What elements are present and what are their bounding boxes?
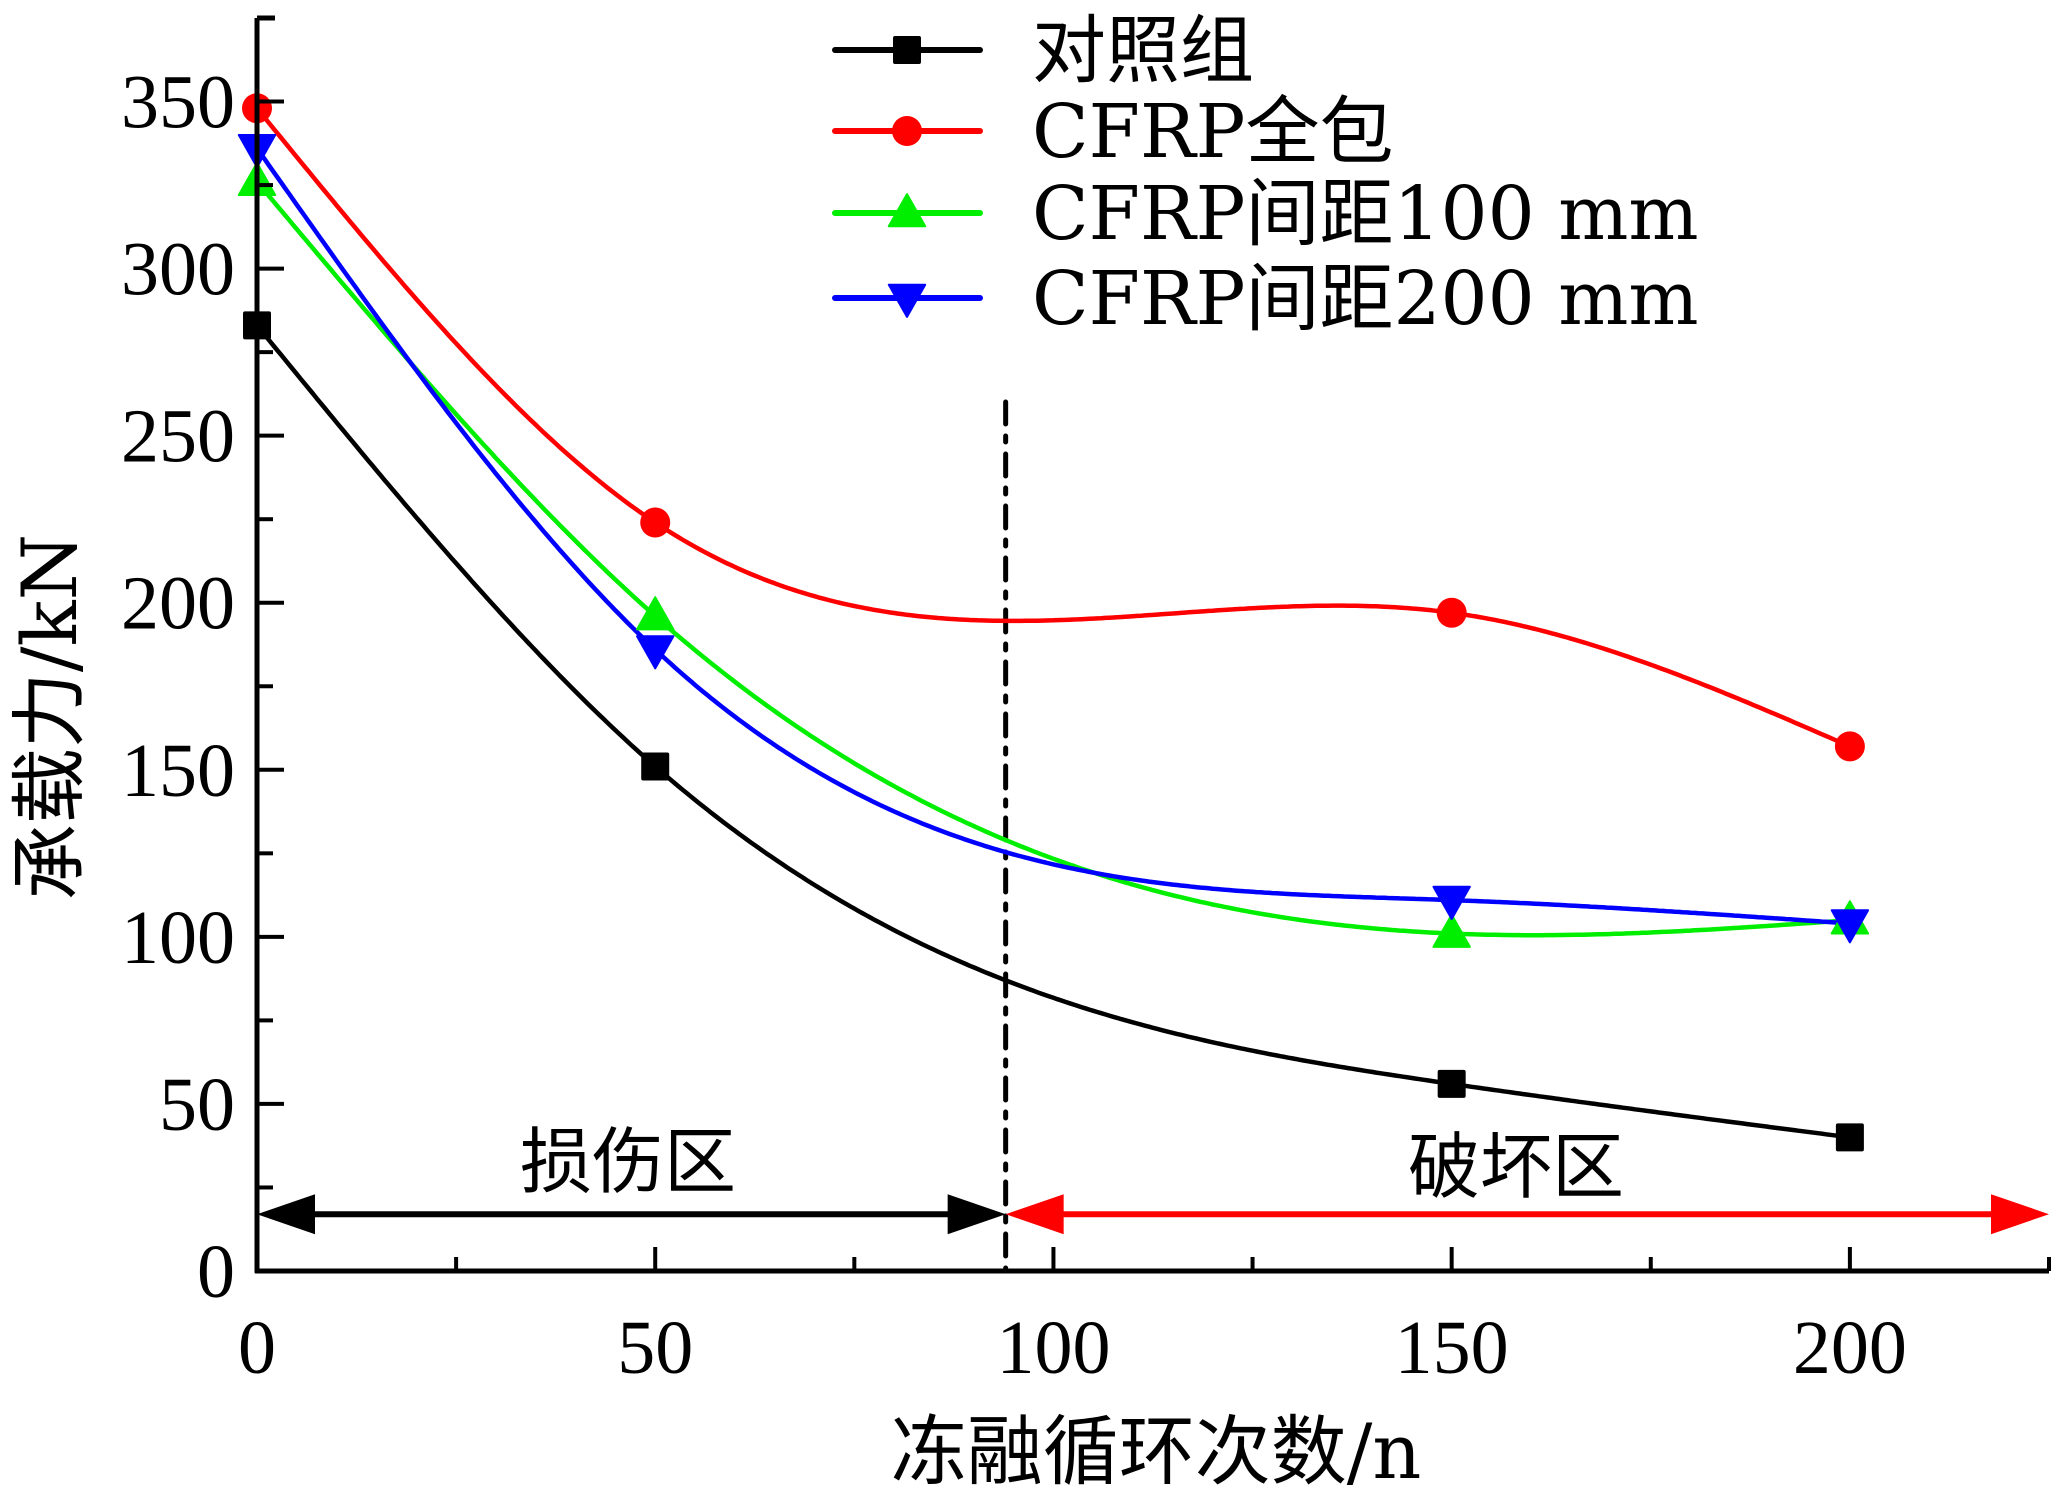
series-line xyxy=(255,147,1851,926)
arrowhead-right xyxy=(1991,1194,2049,1235)
ticks-layer: 0 50 100 150 200 250 300 350 0 50 100 150 200 xyxy=(121,15,2051,1390)
region-label: 破坏区 xyxy=(1408,1125,1624,1209)
marker-triangle-down xyxy=(1830,909,1870,944)
legend-label: CFRP间距100 mm xyxy=(1032,171,1699,257)
legend-label: CFRP全包 xyxy=(1032,89,1393,175)
region-arrow-0 xyxy=(257,1194,1006,1235)
annotations-layer: 损伤区 破坏区 xyxy=(257,399,2049,1274)
marker-square xyxy=(893,36,921,64)
marker-circle xyxy=(640,507,671,538)
x-tick-label: 0 xyxy=(238,1306,276,1390)
y-tick-label: 150 xyxy=(121,729,235,813)
x-tick-label: 150 xyxy=(1395,1306,1509,1390)
y-tick-label: 250 xyxy=(121,395,235,479)
marker-triangle-up xyxy=(636,596,675,631)
region-arrow-1 xyxy=(1005,1194,2049,1235)
marker-circle xyxy=(892,116,922,146)
marker-circle xyxy=(1834,731,1865,762)
x-axis-title: 冻融循环次数/n xyxy=(891,1407,1422,1485)
series-line xyxy=(255,323,1851,1140)
x-tick-label: 50 xyxy=(617,1306,693,1390)
legend-item: CFRP全包 xyxy=(832,89,1393,175)
series-line xyxy=(255,180,1851,938)
y-tick-label: 0 xyxy=(197,1230,235,1314)
marker-triangle-down xyxy=(636,635,675,670)
series-line xyxy=(255,106,1851,749)
series-layer xyxy=(237,93,1870,1152)
arrowhead-right xyxy=(947,1194,1006,1235)
axes-layer xyxy=(254,18,2049,1274)
marker-triangle-down xyxy=(887,283,927,318)
x-tick-label: 100 xyxy=(996,1306,1110,1390)
region-label: 损伤区 xyxy=(520,1120,736,1204)
series-3 xyxy=(255,147,1851,926)
marker-triangle-up xyxy=(887,193,927,228)
marker-square xyxy=(641,752,670,781)
marker-triangle-up xyxy=(1432,913,1471,948)
legend-item: 对照组 xyxy=(832,8,1254,94)
series-0 xyxy=(255,323,1851,1140)
x-tick-label: 200 xyxy=(1793,1306,1907,1390)
series-2 xyxy=(255,180,1851,938)
marker-circle xyxy=(1436,597,1467,628)
arrowhead-left xyxy=(257,1194,315,1235)
y-axis-title: 承载力/kN xyxy=(5,534,94,900)
series-markers-0 xyxy=(243,311,1864,1152)
y-tick-label: 200 xyxy=(121,562,235,646)
legend-item: CFRP间距200 mm xyxy=(832,256,1699,342)
y-tick-label: 50 xyxy=(159,1063,235,1147)
legend-label: CFRP间距200 mm xyxy=(1032,256,1699,342)
series-1 xyxy=(255,106,1851,749)
legend-item: CFRP间距100 mm xyxy=(832,171,1699,257)
legend-label: 对照组 xyxy=(1032,8,1254,94)
marker-triangle-down xyxy=(1432,885,1471,921)
y-tick-label: 300 xyxy=(121,228,235,312)
marker-square xyxy=(1835,1123,1864,1152)
arrowhead-left xyxy=(1005,1194,1064,1235)
y-tick-label: 350 xyxy=(121,61,235,145)
y-tick-label: 100 xyxy=(121,896,235,980)
marker-square xyxy=(1437,1069,1466,1098)
